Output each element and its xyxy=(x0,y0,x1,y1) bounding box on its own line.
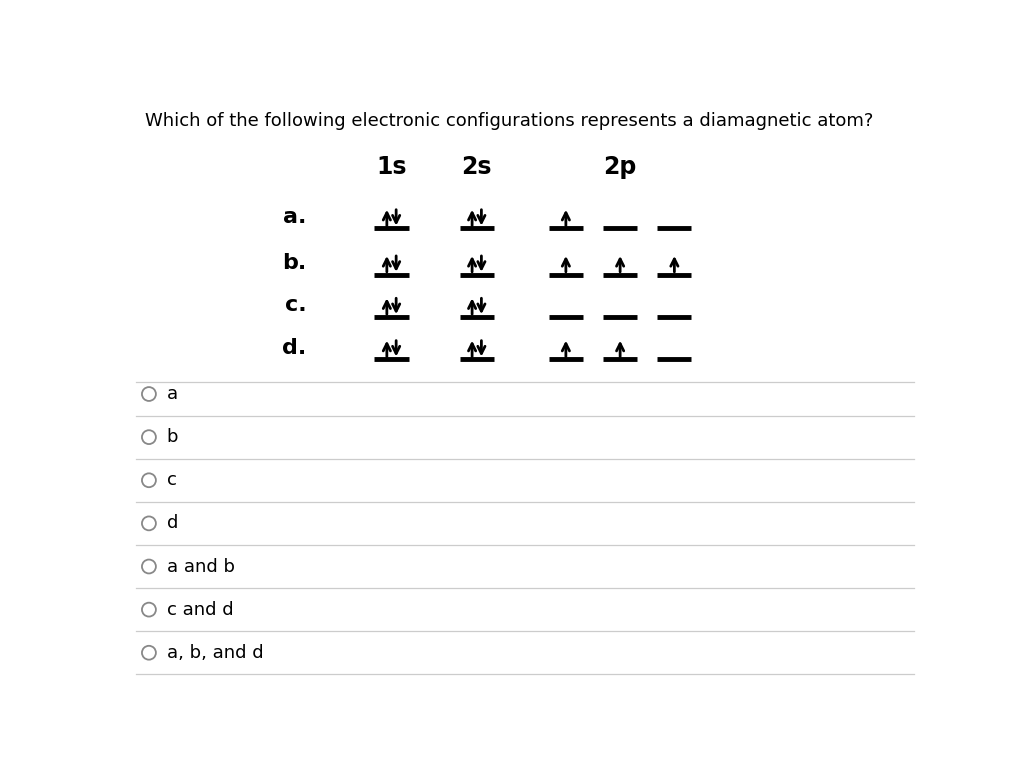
Text: c and d: c and d xyxy=(167,601,233,619)
Text: a and b: a and b xyxy=(167,558,234,576)
Text: 1s: 1s xyxy=(376,155,407,179)
Text: d: d xyxy=(167,515,178,533)
Text: b.: b. xyxy=(282,253,306,273)
Text: a.: a. xyxy=(283,207,306,227)
Text: d.: d. xyxy=(282,338,306,358)
Text: 2s: 2s xyxy=(462,155,492,179)
Text: a: a xyxy=(167,385,178,403)
Text: c: c xyxy=(167,471,176,489)
Text: b: b xyxy=(167,428,178,446)
Text: 2p: 2p xyxy=(603,155,637,179)
Text: Which of the following electronic configurations represents a diamagnetic atom?: Which of the following electronic config… xyxy=(145,112,873,130)
Text: a, b, and d: a, b, and d xyxy=(167,644,263,662)
Text: c.: c. xyxy=(285,295,306,316)
